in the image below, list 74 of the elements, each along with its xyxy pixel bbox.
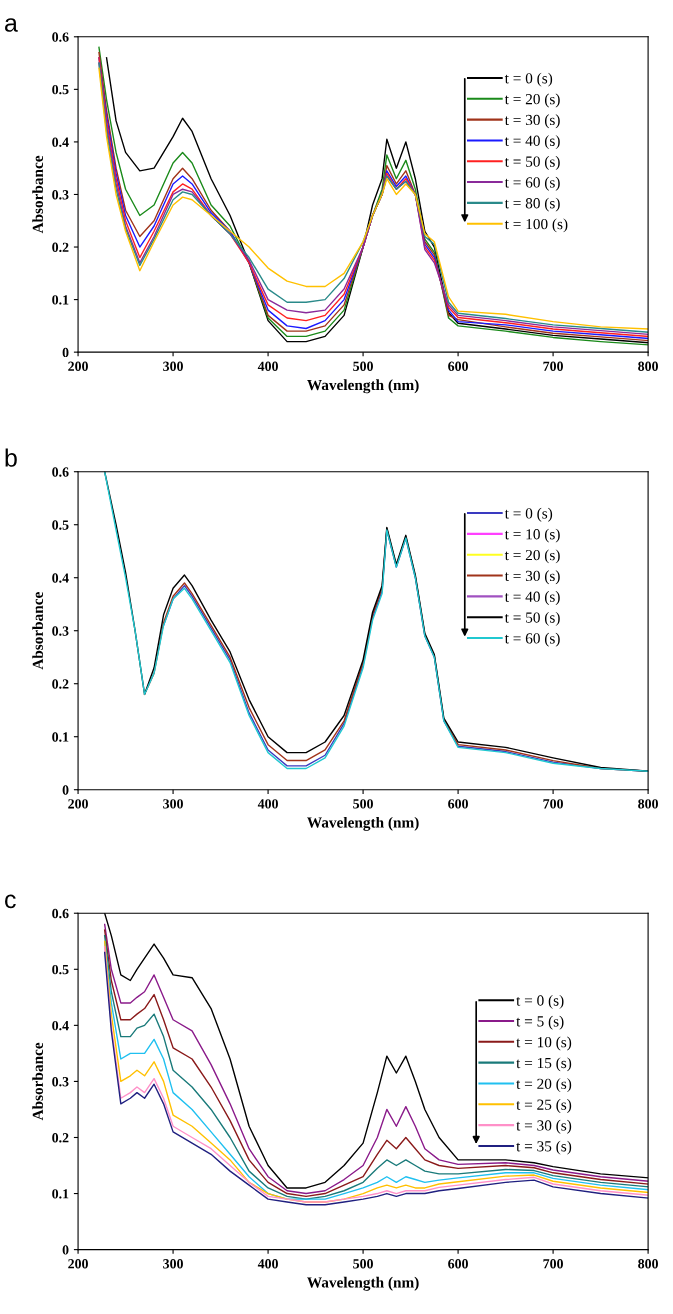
legend-label: t = 60 (s) (504, 632, 560, 647)
y-tick-label: 0 (62, 347, 69, 358)
x-tick-label: 400 (257, 799, 278, 809)
x-tick-label: 500 (353, 1259, 373, 1269)
legend-label: t = 0 (s) (504, 72, 553, 87)
y-tick-label: 0.4 (52, 1020, 69, 1031)
x-tick-label: 800 (638, 1259, 658, 1269)
x-tick-label: 600 (448, 799, 468, 809)
x-tick-label: 400 (257, 361, 278, 371)
y-tick-label: 0.5 (52, 964, 69, 975)
legend-label: t = 30 (s) (504, 114, 560, 129)
y-tick-label: 0.5 (52, 84, 69, 95)
chart-title: c (5, 894, 16, 909)
x-tick-label: 200 (68, 361, 88, 371)
x-axis-title: Wavelength (nm) (307, 816, 419, 831)
x-tick-label: 800 (638, 799, 658, 809)
y-tick-label: 0.6 (52, 32, 69, 42)
x-tick-label: 200 (68, 1259, 88, 1269)
x-axis-title: Wavelength (nm) (307, 1276, 419, 1291)
legend-label: t = 5 (s) (516, 1015, 564, 1030)
y-tick-label: 0.3 (52, 1077, 69, 1087)
legend-label: t = 80 (s) (504, 197, 560, 212)
y-tick-label: 0 (62, 1245, 69, 1255)
y-axis-title: Absorbance (32, 592, 44, 670)
x-tick-label: 700 (543, 361, 563, 371)
legend-label: t = 30 (s) (504, 570, 560, 585)
y-tick-label: 0.4 (52, 573, 69, 583)
legend-label: t = 100 (s) (504, 218, 568, 233)
x-tick-label: 700 (543, 799, 563, 809)
y-tick-label: 0.3 (52, 626, 69, 636)
y-tick-label: 0 (62, 785, 69, 795)
chart-title: a (5, 18, 18, 32)
y-tick-label: 0.1 (52, 295, 69, 305)
x-tick-label: 400 (257, 1259, 278, 1269)
y-axis-title: Absorbance (32, 1042, 44, 1121)
legend-label: t = 15 (s) (516, 1057, 572, 1072)
x-tick-label: 200 (68, 799, 88, 809)
x-tick-label: 600 (448, 361, 468, 371)
x-tick-label: 700 (543, 1259, 563, 1269)
y-tick-label: 0.2 (52, 679, 69, 689)
x-tick-label: 800 (638, 361, 658, 371)
legend-label: t = 40 (s) (504, 591, 560, 605)
x-tick-label: 500 (353, 361, 373, 371)
legend-label: t = 10 (s) (504, 528, 560, 543)
legend-label: t = 40 (s) (504, 135, 560, 150)
x-tick-label: 500 (353, 799, 373, 809)
y-tick-label: 0.1 (52, 1189, 69, 1199)
legend-label: t = 30 (s) (516, 1119, 572, 1134)
legend-label: t = 0 (s) (516, 994, 564, 1009)
y-axis-title: Absorbance (32, 155, 44, 234)
legend-label: t = 0 (s) (504, 507, 553, 522)
x-tick-label: 600 (448, 1259, 468, 1269)
legend-label: t = 50 (s) (504, 611, 560, 626)
y-tick-label: 0.3 (52, 190, 69, 200)
legend-label: t = 10 (s) (516, 1036, 572, 1051)
y-tick-label: 0.6 (52, 908, 69, 919)
y-tick-label: 0.2 (52, 1133, 69, 1143)
legend-label: t = 50 (s) (504, 156, 560, 170)
y-tick-label: 0.2 (52, 242, 69, 253)
y-tick-label: 0.1 (52, 732, 69, 742)
x-tick-label: 300 (163, 361, 183, 371)
y-tick-label: 0.5 (52, 520, 69, 530)
chart-title: b (5, 448, 17, 467)
x-tick-label: 300 (163, 799, 183, 809)
legend-label: t = 25 (s) (516, 1099, 572, 1113)
legend-label: t = 20 (s) (516, 1078, 572, 1093)
legend-label: t = 20 (s) (504, 93, 560, 108)
legend-label: t = 35 (s) (516, 1140, 572, 1155)
legend-label: t = 60 (s) (504, 176, 560, 191)
legend-label: t = 20 (s) (504, 549, 560, 564)
x-axis-title: Wavelength (nm) (307, 379, 419, 394)
y-tick-label: 0.6 (52, 467, 69, 477)
y-tick-label: 0.4 (52, 137, 69, 147)
x-tick-label: 300 (163, 1259, 183, 1269)
